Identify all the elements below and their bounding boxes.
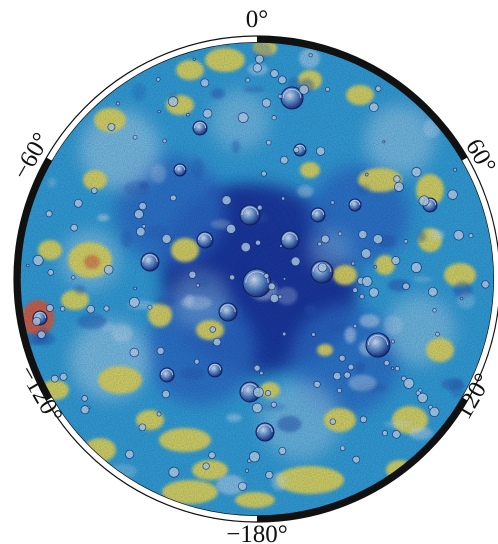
frame-ring-segment (13, 157, 52, 401)
longitude-label-180: −180° (226, 521, 288, 544)
longitude-frame-ring (13, 36, 498, 522)
longitude-label-0: 0° (246, 6, 269, 33)
frame-outer-ring (19, 41, 495, 517)
frame-ring-segment (46, 36, 258, 161)
frame-ring-segment (46, 397, 258, 522)
frame-ring-segment (462, 157, 498, 401)
frame-inner-edge (13, 35, 498, 523)
frame-ring-segment (256, 36, 468, 161)
frame-ring-segment (256, 397, 468, 522)
